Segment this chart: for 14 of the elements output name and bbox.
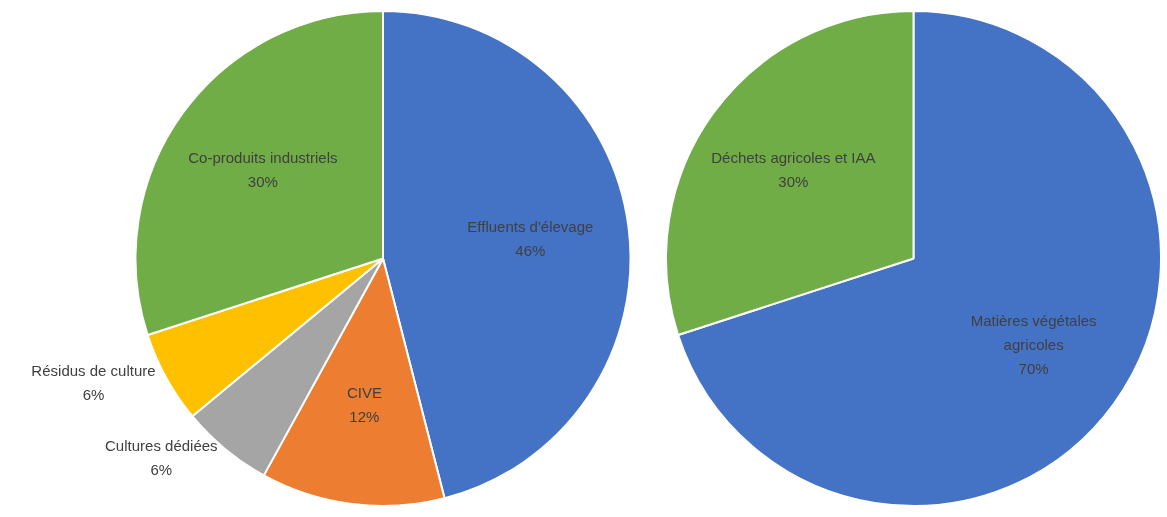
data-label: 6%	[82, 385, 105, 403]
slice-label: CIVE	[346, 383, 382, 401]
data-label: 46%	[515, 242, 546, 260]
slice-label: Matières végétales agricoles	[970, 311, 1097, 353]
data-label: 30%	[247, 173, 278, 191]
slice-label: Résidus de culture	[31, 361, 156, 379]
slice-label: Déchets agricoles et IAA	[711, 149, 876, 167]
slice-label: Effluents d'élevage	[467, 218, 594, 236]
data-label: 30%	[778, 173, 809, 191]
slice-label: Co-produits industriels	[188, 149, 338, 167]
data-label: 6%	[150, 460, 173, 478]
data-label: 70%	[1018, 359, 1049, 377]
slice-label: Cultures dédiées	[105, 436, 218, 454]
data-label: 12%	[349, 407, 380, 425]
